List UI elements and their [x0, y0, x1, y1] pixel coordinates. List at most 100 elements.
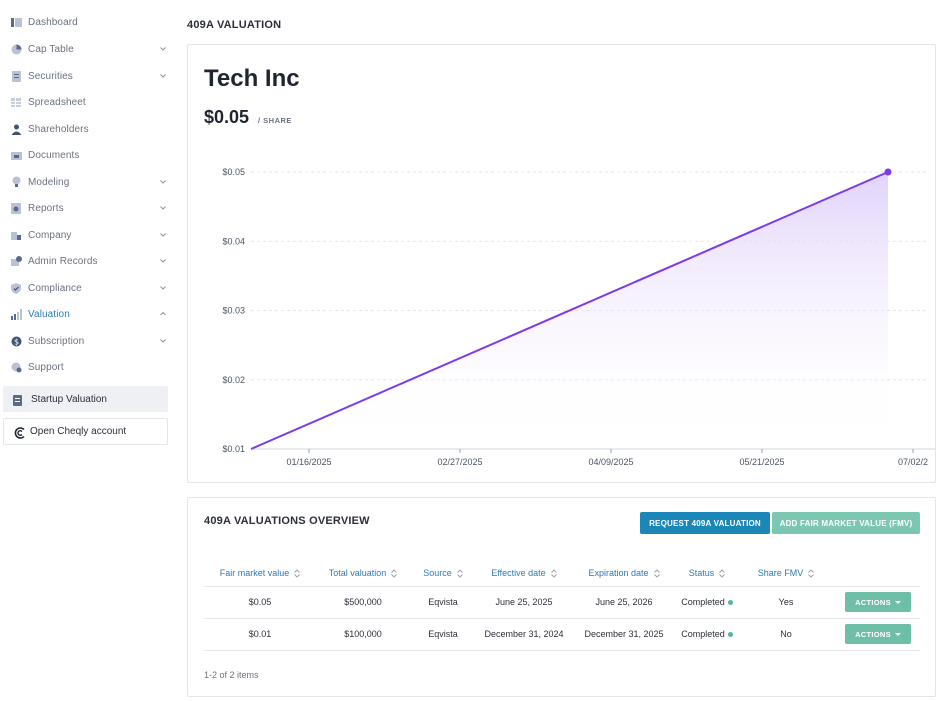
add-fmv-button[interactable]: ADD FAIR MARKET VALUE (FMV) — [772, 512, 920, 534]
records-icon — [10, 255, 22, 267]
chevron-down-icon — [160, 338, 166, 344]
open-cheqly-button[interactable]: Open Cheqly account — [3, 418, 168, 445]
sidebar-item-support[interactable]: Support — [0, 355, 172, 379]
cell-share-fmv: Yes — [778, 597, 794, 607]
sidebar-item-label: Reports — [28, 202, 64, 214]
sidebar-item-label: Company — [28, 229, 72, 241]
sidebar-item-dashboard[interactable]: Dashboard — [0, 10, 172, 34]
column-header-source[interactable]: Source — [413, 566, 473, 580]
sidebar-item-label: Admin Records — [28, 255, 98, 267]
column-header-expiration-date[interactable]: Expiration date — [574, 566, 674, 580]
sidebar-item-label: Subscription — [28, 335, 85, 347]
actions-dropdown-button[interactable]: ACTIONS — [845, 624, 911, 644]
folder-icon — [10, 149, 22, 161]
sidebar-item-documents[interactable]: Documents — [0, 143, 172, 167]
open-cheqly-label: Open Cheqly account — [30, 426, 127, 437]
sidebar-item-valuation[interactable]: Valuation — [0, 302, 172, 326]
sort-icon — [294, 568, 301, 578]
x-tick-label: 04/09/2025 — [588, 457, 633, 467]
person-icon — [10, 123, 22, 135]
startup-valuation-button[interactable]: Startup Valuation — [3, 386, 168, 412]
startup-valuation-label: Startup Valuation — [31, 393, 107, 405]
valuations-overview-card: 409A VALUATIONS OVERVIEW REQUEST 409A VA… — [187, 497, 936, 697]
sidebar-item-modeling[interactable]: Modeling — [0, 170, 172, 194]
y-tick-label: $0.04 — [222, 236, 245, 246]
cell-share-fmv: No — [780, 629, 792, 639]
page-title: 409A VALUATION — [187, 19, 282, 31]
pie-chart-icon — [10, 43, 22, 55]
data-point — [884, 168, 892, 176]
cell-expiration-date: December 31, 2025 — [584, 629, 664, 639]
sidebar-item-company[interactable]: Company — [0, 223, 172, 247]
x-tick-label: 05/21/2025 — [739, 457, 784, 467]
column-header-status[interactable]: Status — [678, 566, 736, 580]
sidebar-item-label: Cap Table — [28, 43, 74, 55]
actions-dropdown-button[interactable]: ACTIONS — [845, 592, 911, 612]
x-tick-label: 07/02/2 — [898, 457, 928, 467]
cell-fair-market-value: $0.01 — [248, 629, 272, 639]
cell-source: Eqvista — [428, 597, 458, 607]
column-header-effective-date[interactable]: Effective date — [478, 566, 570, 580]
column-header-total-valuation[interactable]: Total valuation — [318, 566, 408, 580]
cell-expiration-date: June 25, 2026 — [595, 597, 653, 607]
cell-fair-market-value: $0.05 — [248, 597, 272, 607]
cheqly-logo-icon — [14, 426, 26, 439]
building-icon — [10, 229, 22, 241]
sidebar-item-cap-table[interactable]: Cap Table — [0, 37, 172, 61]
chevron-down-icon — [160, 179, 166, 185]
column-header-fair-market-value[interactable]: Fair market value — [210, 566, 310, 580]
sidebar-item-label: Securities — [28, 70, 73, 82]
y-tick-label: $0.05 — [222, 167, 245, 177]
column-header-share-fmv[interactable]: Share FMV — [750, 566, 822, 580]
svg-text:$: $ — [13, 337, 18, 346]
sidebar-item-label: Valuation — [28, 308, 70, 320]
cell-effective-date: June 25, 2025 — [495, 597, 553, 607]
chevron-down-icon — [160, 46, 166, 52]
x-tick-label: 01/16/2025 — [286, 457, 331, 467]
y-tick-label: $0.01 — [222, 444, 245, 454]
document-icon — [13, 393, 23, 406]
caret-down-icon — [894, 600, 901, 604]
status-dot-icon — [727, 599, 733, 605]
sidebar-item-subscription[interactable]: $ Subscription — [0, 329, 172, 353]
sidebar-item-label: Documents — [28, 149, 80, 161]
chevron-down-icon — [160, 205, 166, 211]
cell-total-valuation: $100,000 — [344, 629, 382, 639]
cell-total-valuation: $500,000 — [344, 597, 382, 607]
sidebar-item-compliance[interactable]: Compliance — [0, 276, 172, 300]
sort-icon — [719, 568, 726, 578]
chevron-down-icon — [160, 285, 166, 291]
table-row-divider — [204, 650, 920, 651]
sidebar-item-admin-records[interactable]: Admin Records — [0, 249, 172, 273]
sidebar-item-label: Shareholders — [28, 123, 89, 135]
share-price: $0.05 — [204, 107, 250, 127]
caret-down-icon — [894, 632, 901, 636]
sort-icon — [391, 568, 398, 578]
sidebar-item-shareholders[interactable]: Shareholders — [0, 117, 172, 141]
sidebar-item-label: Spreadsheet — [28, 96, 86, 108]
chevron-down-icon — [160, 258, 166, 264]
pagination-info: 1-2 of 2 items — [204, 670, 259, 680]
x-tick-label: 02/27/2025 — [437, 457, 482, 467]
cell-effective-date: December 31, 2024 — [484, 629, 564, 639]
sidebar-item-label: Modeling — [28, 176, 70, 188]
cell-source: Eqvista — [428, 629, 458, 639]
sidebar-item-securities[interactable]: Securities — [0, 64, 172, 88]
sort-icon — [653, 568, 660, 578]
valuation-chart-card: Tech Inc $0.05 / SHARE $0.01 $0.02 $0.03 $0… — [187, 44, 936, 483]
per-share-label: / SHARE — [258, 116, 292, 125]
sort-icon — [550, 568, 557, 578]
request-409a-valuation-button[interactable]: REQUEST 409A VALUATION — [640, 512, 770, 534]
shield-icon — [10, 282, 22, 294]
sidebar-item-spreadsheet[interactable]: Spreadsheet — [0, 90, 172, 114]
chevron-down-icon — [160, 73, 166, 79]
dollar-icon: $ — [10, 335, 22, 347]
lightbulb-icon — [10, 176, 22, 188]
sort-icon — [456, 568, 463, 578]
sidebar-item-reports[interactable]: Reports — [0, 196, 172, 220]
cell-status: Completed — [674, 595, 740, 609]
valuation-chart: $0.01 $0.02 $0.03 $0.04 $0.05 01/16/2025 02/27… — [222, 167, 935, 467]
dashboard-icon — [10, 16, 22, 28]
chevron-down-icon — [160, 232, 166, 238]
company-name: Tech Inc — [204, 65, 300, 92]
